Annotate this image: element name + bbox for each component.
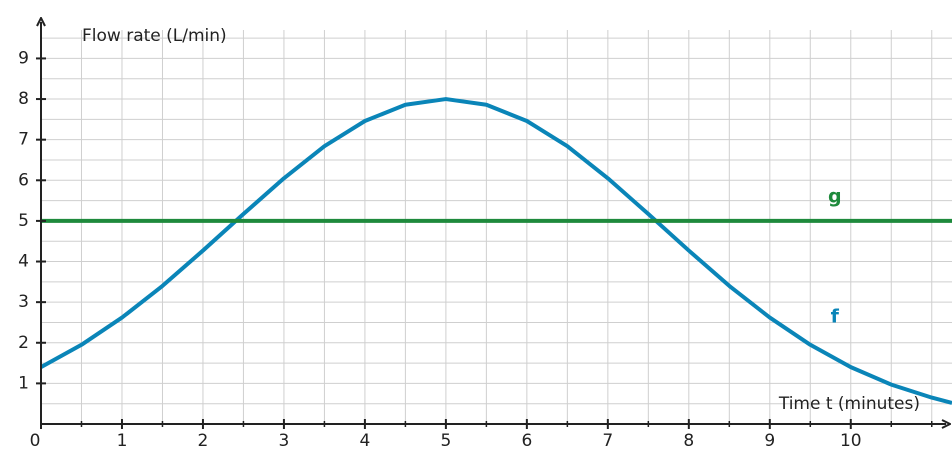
y-tick-label: 1: [18, 373, 29, 393]
y-tick-label: 4: [18, 252, 29, 272]
y-axis-label: Flow rate (L/min): [82, 26, 227, 46]
x-tick-label: 1: [117, 431, 128, 451]
y-tick-label: 3: [18, 292, 29, 312]
x-tick-label: 10: [840, 431, 862, 451]
plot: [40, 97, 952, 405]
y-tick-label: 5: [18, 211, 29, 231]
x-tick-label: 6: [521, 431, 532, 451]
y-tick-label: 2: [18, 333, 29, 353]
line-f: [40, 97, 952, 405]
y-tick-label: 6: [18, 170, 29, 190]
series-label: f: [831, 305, 840, 327]
grid: [41, 30, 952, 424]
x-tick-label: 2: [198, 431, 209, 451]
y-tick-label: 9: [18, 48, 29, 68]
series-label: g: [828, 185, 842, 207]
x-tick-label: 3: [279, 431, 290, 451]
y-tick-label: 8: [18, 89, 29, 109]
x-tick-label: 9: [764, 431, 775, 451]
x-tick-label: 4: [359, 431, 370, 451]
x-tick-label: 0: [30, 431, 41, 451]
x-tick-label: 8: [683, 431, 694, 451]
x-tick-label: 7: [602, 431, 613, 451]
y-tick-label: 7: [18, 130, 29, 150]
x-axis-label: Time t (minutes): [778, 394, 920, 414]
x-tick-label: 5: [440, 431, 451, 451]
